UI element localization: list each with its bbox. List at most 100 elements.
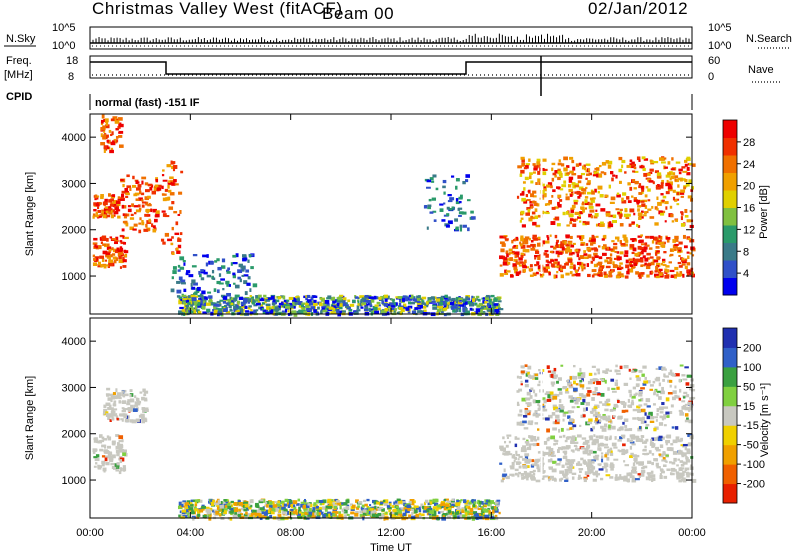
heatmap-cell xyxy=(131,203,135,207)
heatmap-cell xyxy=(672,390,677,394)
heatmap-cell xyxy=(600,272,603,276)
heatmap-cell xyxy=(541,464,544,467)
heatmap-cell xyxy=(661,402,665,406)
heatmap-cell xyxy=(505,450,511,455)
heatmap-cell xyxy=(534,413,540,417)
heatmap-cell xyxy=(627,200,632,204)
heatmap-cell xyxy=(581,165,585,170)
heatmap-cell xyxy=(227,267,231,271)
heatmap-cell xyxy=(184,306,187,311)
heatmap-cell xyxy=(596,473,601,476)
heatmap-cell xyxy=(123,250,129,254)
heatmap-cell xyxy=(550,259,555,262)
heatmap-cell xyxy=(432,502,436,505)
heatmap-cell xyxy=(494,500,499,504)
heatmap-cell xyxy=(250,266,254,270)
heatmap-cell xyxy=(225,310,231,314)
heatmap-cell xyxy=(561,446,566,450)
heatmap-cell xyxy=(357,500,363,504)
heatmap-cell xyxy=(665,191,670,195)
heatmap-cell xyxy=(604,446,609,449)
heatmap-cell xyxy=(202,514,207,519)
heatmap-cell xyxy=(624,171,627,174)
heatmap-cell xyxy=(186,309,189,314)
heatmap-cell xyxy=(324,512,329,517)
heatmap-cell xyxy=(213,288,217,292)
heatmap-cell xyxy=(248,305,252,308)
heatmap-cell xyxy=(644,453,648,456)
heatmap-cell xyxy=(528,444,532,448)
heatmap-cell xyxy=(99,255,105,259)
heatmap-cell xyxy=(626,164,632,168)
heatmap-cell xyxy=(548,200,552,205)
heatmap-cell xyxy=(415,506,421,510)
heatmap-cell xyxy=(531,200,537,204)
heatmap-cell xyxy=(575,401,579,405)
heatmap-cell xyxy=(464,508,468,511)
heatmap-cell xyxy=(329,501,334,505)
heatmap-cell xyxy=(647,199,651,202)
heatmap-cell xyxy=(642,452,646,455)
heatmap-cell xyxy=(229,309,233,312)
heatmap-cell xyxy=(200,299,203,304)
heatmap-cell xyxy=(608,273,612,278)
heatmap-cell xyxy=(534,215,539,220)
heatmap-cell xyxy=(569,213,574,218)
heatmap-cell xyxy=(575,273,581,277)
heatmap-cell xyxy=(355,510,359,514)
heatmap-cell xyxy=(581,437,587,440)
heatmap-cell xyxy=(561,246,565,251)
heatmap-cell xyxy=(331,305,337,309)
heatmap-cell xyxy=(537,407,541,412)
heatmap-cell xyxy=(540,167,545,172)
heatmap-cell xyxy=(133,408,138,412)
heatmap-cell xyxy=(582,188,587,192)
heatmap-cell xyxy=(547,370,552,373)
heatmap-cell xyxy=(378,507,384,510)
heatmap-cell xyxy=(111,417,115,421)
heatmap-cell xyxy=(646,415,650,420)
heatmap-cell xyxy=(129,226,134,231)
heatmap-cell xyxy=(584,447,589,452)
heatmap-cell xyxy=(436,517,440,521)
heatmap-cell xyxy=(106,246,112,250)
heatmap-cell xyxy=(670,372,674,377)
heatmap-cell xyxy=(200,499,203,503)
heatmap-cell xyxy=(499,273,504,277)
heatmap-cell xyxy=(598,271,602,275)
heatmap-cell xyxy=(621,452,626,456)
heatmap-cell xyxy=(533,237,538,241)
heatmap-cell xyxy=(336,304,342,308)
heatmap-cell xyxy=(467,227,470,232)
heatmap-cell xyxy=(397,296,402,299)
heatmap-cell xyxy=(647,257,650,260)
heatmap-cell xyxy=(674,178,677,182)
heatmap-cell xyxy=(520,237,524,242)
heatmap-cell xyxy=(178,301,182,305)
heatmap-cell xyxy=(648,247,653,250)
heatmap-cell xyxy=(610,378,615,382)
heatmap-cell xyxy=(546,365,550,370)
heatmap-cell xyxy=(213,309,218,314)
heatmap-cell xyxy=(494,307,499,310)
heatmap-cell xyxy=(306,294,311,299)
heatmap-cell xyxy=(308,507,312,512)
heatmap-cell xyxy=(596,393,601,396)
heatmap-cell xyxy=(656,390,661,393)
heatmap-cell xyxy=(122,394,126,398)
heatmap-cell xyxy=(622,404,627,408)
heatmap-cell xyxy=(557,449,560,454)
heatmap-cell xyxy=(633,212,636,216)
colorbar-swatch xyxy=(723,444,737,465)
heatmap-cell xyxy=(521,397,527,402)
heatmap-cell xyxy=(201,290,206,295)
heatmap-cell xyxy=(582,222,588,226)
heatmap-cell xyxy=(688,419,693,424)
heatmap-cell xyxy=(548,271,551,276)
heatmap-cell xyxy=(459,514,464,518)
heatmap-cell xyxy=(578,393,584,397)
heatmap-cell xyxy=(568,386,574,389)
heatmap-cell xyxy=(375,500,378,503)
heatmap-cell xyxy=(381,310,386,314)
heatmap-cell xyxy=(566,246,571,251)
